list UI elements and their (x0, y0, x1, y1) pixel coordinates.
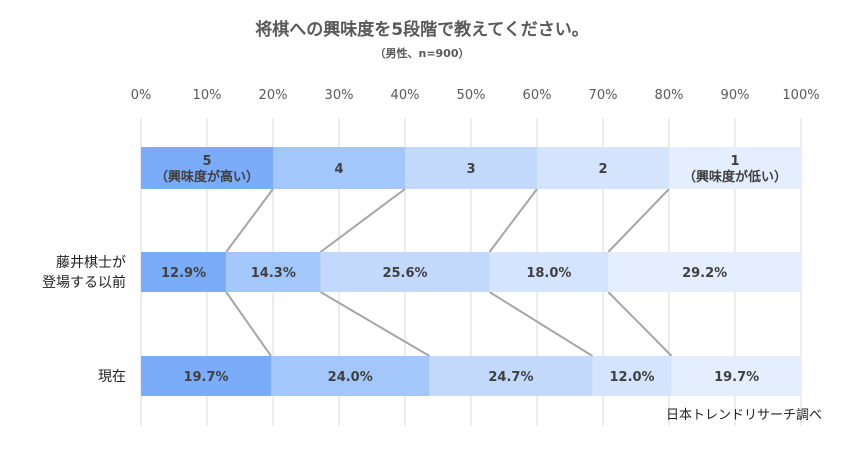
bar-segment (141, 356, 272, 396)
data-label: 18.0% (526, 266, 571, 281)
x-tick-label: 30% (325, 88, 354, 103)
category-label: 現在 (98, 369, 126, 385)
bar-segment (489, 252, 609, 292)
x-tick-label: 50% (457, 88, 486, 103)
scale-label: 3 (466, 162, 475, 177)
scale-segment (141, 147, 273, 189)
scale-segment (405, 147, 537, 189)
bar-segments: 5（興味度が高い） 4 3 2 1（興味度が低い） 12.9% 14.3% 25.6% 18.0… (141, 147, 802, 396)
data-label: 19.7% (183, 370, 228, 385)
scale-label: （興味度が高い） (155, 169, 259, 185)
source-note: 日本トレンドリサーチ調べ (666, 408, 822, 423)
data-label: 24.0% (328, 370, 373, 385)
bar-segment (429, 356, 593, 396)
connector-line (488, 291, 593, 357)
scale-label: 5 (202, 154, 211, 169)
connector-lines (225, 188, 673, 357)
category-label: 登場する以前 (42, 274, 126, 291)
connector-line (607, 188, 670, 253)
x-tick-label: 80% (655, 88, 684, 103)
data-label: 24.7% (488, 370, 533, 385)
x-tick-label: 20% (259, 88, 288, 103)
bar-segment (141, 252, 227, 292)
bar-segment (608, 252, 801, 292)
connector-line (488, 188, 538, 253)
scale-segment (669, 147, 801, 189)
connector-line (607, 291, 673, 357)
scale-label: （興味度が低い） (683, 169, 787, 185)
scale-label: 4 (334, 162, 343, 177)
x-tick-label: 0% (131, 88, 152, 103)
category-label: 藤井棋士が (56, 255, 126, 271)
scale-label: 1 (730, 154, 739, 169)
bar-segment (271, 356, 430, 396)
x-tick-label: 70% (589, 88, 618, 103)
x-tick-label: 100% (782, 88, 819, 103)
x-tick-label: 40% (391, 88, 420, 103)
scale-segment (273, 147, 405, 189)
connector-line (319, 188, 406, 253)
scale-label: 2 (598, 162, 607, 177)
data-label: 29.2% (682, 266, 727, 281)
bar-segment (671, 356, 802, 396)
bar-segment (320, 252, 490, 292)
data-label: 25.6% (382, 266, 427, 281)
data-label: 14.3% (251, 266, 296, 281)
bar-segment (226, 252, 321, 292)
chart-title: 将棋への興味度を5段階で教えてください。 (255, 19, 588, 40)
x-tick-label: 90% (721, 88, 750, 103)
data-label: 12.9% (161, 266, 206, 281)
connector-line (225, 291, 272, 357)
data-label: 19.7% (714, 370, 759, 385)
connector-line (225, 188, 274, 253)
x-tick-label: 10% (193, 88, 222, 103)
x-axis-tick-labels: 0% 10% 20% 30% 40% 50% 60% 70% 80% 90% 100% (131, 88, 820, 103)
connector-line (320, 291, 430, 357)
bar-segment (592, 356, 672, 396)
x-tick-label: 60% (523, 88, 552, 103)
chart-subtitle: （男性、n=900） (374, 46, 469, 60)
scale-segment (537, 147, 669, 189)
data-label: 12.0% (609, 370, 654, 385)
